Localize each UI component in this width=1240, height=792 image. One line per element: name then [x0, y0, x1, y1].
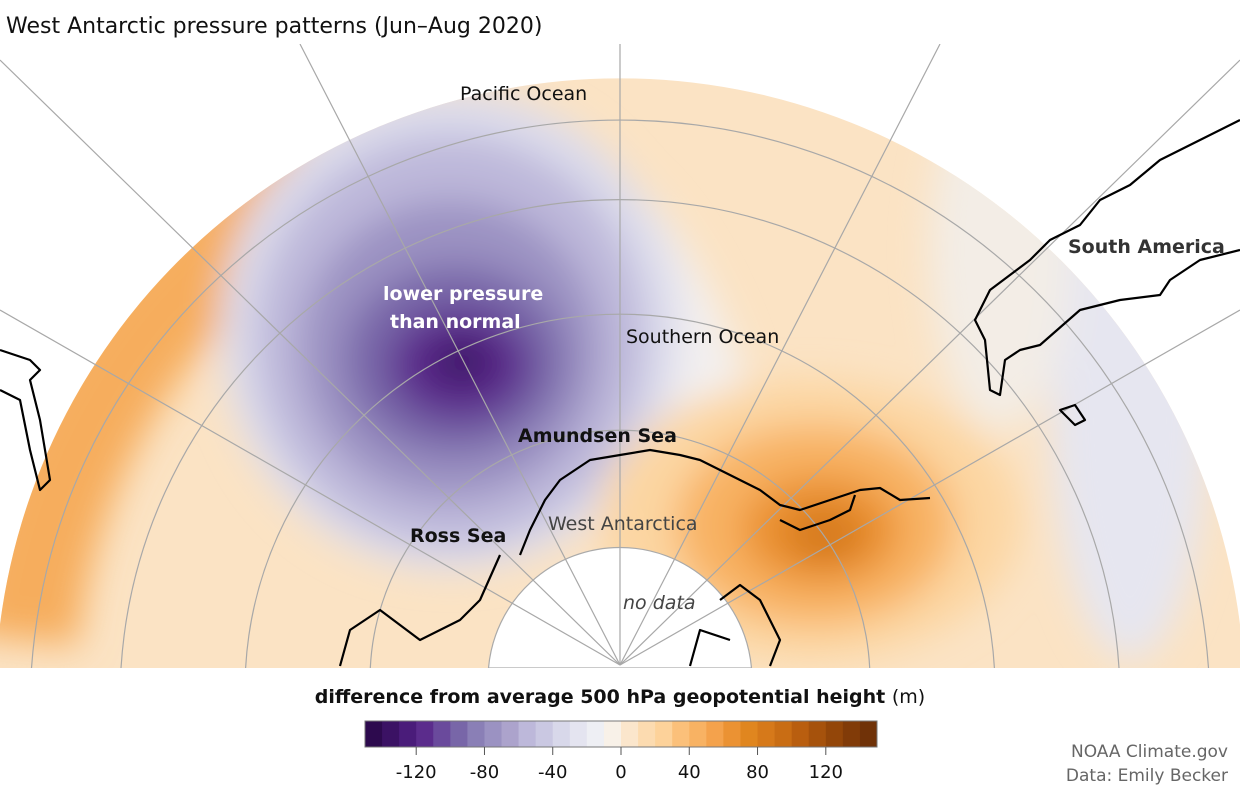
color-bin — [825, 721, 844, 747]
color-bin — [586, 721, 605, 747]
color-bin — [638, 721, 656, 747]
color-bin — [808, 721, 827, 747]
coastlines — [0, 119, 1240, 667]
tick-label: 40 — [677, 762, 701, 783]
color-bin — [672, 721, 690, 747]
color-bin — [382, 721, 400, 747]
color-bin — [552, 721, 571, 747]
color-bin — [791, 721, 810, 747]
color-bin — [655, 721, 673, 747]
label-amundsen-sea: Amundsen Sea — [518, 425, 677, 447]
map-title: West Antarctic pressure patterns (Jun–Au… — [6, 14, 543, 39]
color-bin — [774, 721, 793, 747]
color-bin — [569, 721, 588, 747]
color-bin — [603, 721, 622, 747]
credit-data: Data: Emily Becker — [1065, 766, 1228, 786]
color-bin — [757, 721, 776, 747]
color-bin — [535, 721, 554, 747]
color-bin — [416, 721, 434, 747]
color-bin — [518, 721, 537, 747]
color-bin — [365, 721, 383, 747]
color-bin — [842, 721, 861, 747]
color-bin — [433, 721, 451, 747]
anomaly-map — [0, 44, 1240, 668]
credit-source: NOAA Climate.gov — [1070, 742, 1228, 762]
color-bin — [621, 721, 639, 747]
graticule — [0, 44, 1240, 668]
color-bin — [859, 721, 878, 747]
label-no-data: no data — [623, 592, 696, 614]
label-ross-sea: Ross Sea — [410, 525, 507, 547]
legend-title-text: difference from average 500 hPa geopoten… — [314, 686, 886, 708]
tick-label: 80 — [746, 762, 769, 783]
color-bin — [484, 721, 503, 747]
color-bin — [467, 721, 485, 747]
color-bin — [740, 721, 759, 747]
color-bin — [689, 721, 707, 747]
label-southern-ocean: Southern Ocean — [626, 326, 780, 348]
label-west-antarctica: West Antarctica — [548, 513, 698, 535]
label-pacific-ocean: Pacific Ocean — [460, 83, 588, 105]
legend-title: difference from average 500 hPa geopoten… — [0, 686, 1240, 708]
color-bin — [706, 721, 724, 747]
tick-label: -120 — [395, 762, 437, 783]
label-south-america: South America — [1068, 236, 1225, 258]
color-bin — [450, 721, 468, 747]
label-low-line1: lower pressure — [383, 283, 544, 305]
color-bin — [399, 721, 417, 747]
tick-label: -80 — [469, 762, 500, 783]
tick-label: -40 — [538, 762, 568, 783]
color-bin — [501, 721, 520, 747]
legend-unit: (m) — [891, 686, 926, 708]
tick-label: 120 — [808, 762, 843, 783]
tick-label: 0 — [615, 762, 627, 783]
color-bin — [723, 721, 741, 747]
color-bar — [364, 720, 878, 755]
label-low-line2: than normal — [390, 311, 521, 333]
